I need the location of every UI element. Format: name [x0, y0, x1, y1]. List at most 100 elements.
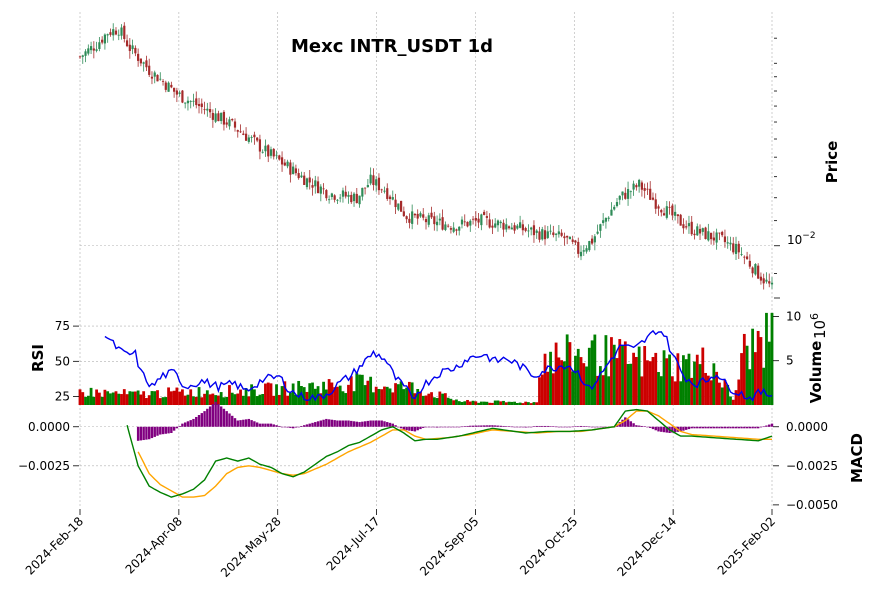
macd-hist-bar [363, 421, 367, 427]
macd-hist-bar [599, 426, 602, 428]
candle-body [613, 206, 616, 210]
candle-body [593, 236, 596, 243]
macd-hist-bar [280, 426, 284, 428]
volume-bar [576, 348, 580, 405]
x-tick-label: 2024-May-28 [218, 514, 284, 580]
volume-bar [341, 391, 345, 405]
candle-body [566, 235, 569, 238]
volume-bar [540, 374, 544, 405]
volume-bar [659, 376, 663, 405]
candle-body [737, 243, 740, 253]
candle-body [328, 199, 331, 201]
candle-body [654, 199, 657, 209]
volume-bar [657, 372, 660, 405]
macd-hist-bar [632, 423, 635, 427]
volume-bar [139, 394, 143, 405]
candle-body [507, 226, 511, 229]
macd-hist-bar [200, 413, 203, 427]
volume-bar [169, 391, 173, 405]
macd-hist-bar [192, 418, 195, 427]
macd-hist-bar [494, 425, 497, 427]
macd-hist-bar [394, 425, 397, 427]
macd-hist-bar [181, 423, 184, 427]
volume-bar [136, 390, 140, 405]
candle-body [535, 230, 538, 233]
macd-hist-bar [369, 420, 372, 427]
volume-bar [391, 392, 395, 405]
volume-bar [333, 387, 337, 405]
volume-bar [383, 386, 386, 405]
candle-body [449, 228, 453, 230]
macd-hist-bar [172, 426, 176, 431]
candle-body [599, 224, 602, 231]
volume-bar [485, 401, 489, 405]
macd-hist-bar [737, 426, 740, 429]
volume-bar [513, 401, 516, 405]
volume-bar [247, 396, 251, 405]
macd-hist-bar [718, 426, 721, 429]
candle-body [311, 185, 314, 188]
candle-body [693, 233, 696, 236]
candle-body [112, 29, 115, 36]
volume-bar [499, 401, 503, 405]
candle-body [729, 242, 732, 245]
volume-bar [543, 353, 547, 405]
volume-bar [269, 383, 273, 405]
macd-hist-bar [748, 426, 752, 429]
volume-bar [466, 399, 469, 405]
candle-body [322, 188, 325, 190]
volume-bar [432, 397, 436, 405]
candle-body [358, 195, 361, 205]
macd-hist-bar [538, 425, 541, 427]
macd-hist-bar [314, 422, 317, 427]
candle-body [175, 90, 178, 95]
candle-body [607, 217, 610, 219]
volume-bar [222, 397, 226, 405]
volume-bar [654, 352, 658, 405]
macd-hist-bar [507, 426, 511, 427]
price-axis-label: Price [823, 141, 841, 184]
volume-bar [84, 396, 87, 405]
volume-bar [637, 346, 641, 405]
candle-body [272, 148, 275, 157]
candle-body [577, 241, 580, 254]
candle-body [109, 32, 112, 35]
candle-body [452, 227, 455, 232]
candle-body [665, 206, 668, 218]
candle-body [563, 236, 566, 239]
candle-body [369, 174, 372, 184]
candle-body [233, 121, 237, 128]
candle-body [704, 227, 707, 239]
macd-hist-bar [673, 426, 677, 433]
volume-bar [607, 376, 611, 405]
macd-tick-label-right: 0.0000 [786, 420, 828, 434]
rsi-axis-label: RSI [29, 344, 47, 372]
volume-bar [612, 344, 616, 405]
macd-hist-bar [261, 423, 264, 427]
macd-hist-bar [624, 417, 627, 427]
macd-hist-bar [427, 426, 430, 428]
macd-hist-bar [233, 418, 237, 427]
macd-hist-bar [557, 426, 561, 428]
candle-body [602, 220, 605, 224]
macd-hist-bar [640, 425, 644, 427]
candle-body [646, 188, 649, 190]
candle-body [383, 190, 386, 192]
candle-body [488, 219, 491, 228]
macd-hist-bar [380, 420, 383, 427]
macd-ticks: 0.0000 −0.0025 0.0000 −0.0025 −0.0050 [18, 420, 838, 512]
candle-body [471, 218, 475, 220]
macd-hist-bar [643, 426, 646, 427]
macd-hist-bar [715, 426, 718, 429]
macd-hist-bar [136, 426, 140, 441]
candle-body [516, 225, 519, 229]
volume-bar [753, 352, 757, 405]
macd-hist-bar [352, 421, 356, 427]
volume-bar [261, 394, 265, 405]
rsi-tick-label: 75 [55, 319, 70, 333]
volume-bar [103, 389, 107, 405]
candle-body [184, 102, 187, 104]
candle-body [588, 241, 591, 251]
macd-hist-bar [402, 426, 406, 430]
volume-bar [593, 334, 597, 405]
